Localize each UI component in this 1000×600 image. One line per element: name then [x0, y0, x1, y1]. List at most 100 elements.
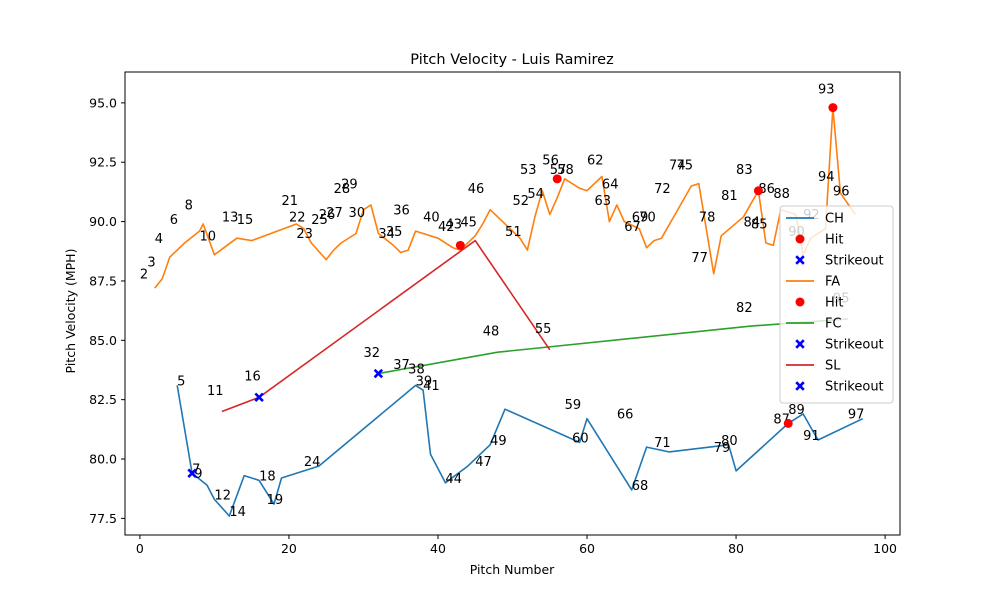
series-line-fa — [154, 106, 856, 289]
pitch-label-fa: 13 — [222, 211, 239, 226]
pitch-label-fa: 72 — [654, 182, 671, 197]
pitch-label-fc: 32 — [363, 346, 380, 361]
strikeout-marker-ch — [187, 468, 197, 478]
pitch-label-fa: 6 — [170, 213, 178, 228]
legend-entry-label: Strikeout — [825, 380, 884, 395]
pitch-label-fa: 67 — [624, 220, 641, 235]
pitch-label-fa: 35 — [386, 225, 403, 240]
legend-entry-label: SL — [825, 359, 841, 374]
y-tick-label: 77.5 — [89, 511, 117, 526]
legend-entry-label: CH — [825, 212, 844, 227]
pitch-label-fa: 69 — [632, 211, 649, 226]
pitch-label-ch: 18 — [259, 469, 276, 484]
pitch-label-ch: 14 — [229, 505, 246, 520]
pitch-label-fa: 78 — [699, 211, 716, 226]
legend-entry-label: Strikeout — [825, 254, 884, 269]
y-tick-label: 90.0 — [89, 214, 117, 229]
pitch-label-fa: 77 — [691, 251, 708, 266]
pitch-label-ch: 80 — [721, 434, 738, 449]
legend-box — [779, 205, 894, 404]
x-axis-label: Pitch Number — [470, 562, 555, 577]
pitch-label-fa: 83 — [736, 163, 753, 178]
hit-marker-fa — [753, 186, 763, 196]
x-tick-label: 0 — [136, 541, 144, 556]
pitch-label-fa: 63 — [594, 194, 611, 209]
legend-entry-label: Hit — [825, 233, 843, 248]
pitch-label-ch: 41 — [423, 379, 440, 394]
strikeout-marker-fc-stroke — [373, 368, 384, 379]
pitch-label-ch: 79 — [714, 441, 731, 456]
pitch-label-ch: 60 — [572, 431, 589, 446]
pitch-label-fa: 54 — [527, 187, 544, 202]
pitch-label-fa: 58 — [557, 163, 574, 178]
pitch-label-fa: 75 — [676, 158, 693, 173]
strikeout-marker-ch-stroke — [187, 468, 197, 478]
pitch-label-fa: 8 — [185, 199, 193, 214]
pitch-label-fa: 64 — [602, 177, 619, 192]
pitch-label-fa: 56 — [542, 154, 559, 169]
pitch-label-ch: 5 — [177, 374, 185, 389]
pitch-label-ch: 19 — [267, 493, 284, 508]
x-tick-label: 100 — [873, 541, 897, 556]
legend-swatch-strikeout — [795, 339, 805, 349]
legend-swatch-strikeout-stroke — [795, 255, 805, 265]
legend-swatch-hit — [795, 297, 805, 307]
pitch-label-ch: 9 — [194, 467, 202, 482]
pitch-label-ch: 91 — [803, 429, 820, 444]
pitch-label-fa: 53 — [520, 163, 537, 178]
axes-frame — [124, 71, 901, 536]
pitch-label-fc: 37 — [393, 358, 410, 373]
series-line-sl — [221, 239, 551, 413]
legend-entry-label: FC — [825, 317, 842, 332]
x-tick-label: 20 — [281, 541, 297, 556]
pitch-label-ch: 39 — [416, 374, 433, 389]
pitch-label-fa: 36 — [393, 203, 410, 218]
pitch-label-ch: 89 — [788, 403, 805, 418]
pitch-label-fa: 3 — [147, 256, 155, 271]
pitch-label-fa: 10 — [200, 230, 217, 245]
pitch-label-fc: 82 — [736, 301, 753, 316]
legend-swatch-strikeout-stroke — [795, 339, 805, 349]
pitch-label-fa: 27 — [326, 206, 343, 221]
pitch-label-fa: 81 — [721, 189, 738, 204]
y-tick-label: 87.5 — [89, 273, 117, 288]
chart-title: Pitch Velocity - Luis Ramirez — [410, 52, 613, 68]
pitch-label-sl: 16 — [244, 370, 261, 385]
x-tick-label: 60 — [579, 541, 595, 556]
pitch-label-ch: 12 — [214, 488, 231, 503]
pitch-label-fa: 70 — [639, 211, 656, 226]
strikeout-marker-sl-stroke — [254, 392, 264, 403]
pitch-label-ch: 68 — [632, 479, 649, 494]
pitch-label-fa: 46 — [468, 182, 485, 197]
pitch-label-fa: 85 — [751, 218, 768, 233]
legend-swatch-strikeout-stroke — [795, 381, 805, 391]
pitch-label-fa: 34 — [378, 227, 395, 242]
pitch-label-sl: 55 — [535, 322, 552, 337]
pitch-label-fa: 93 — [818, 82, 835, 97]
pitch-label-sl: 11 — [207, 384, 224, 399]
plot-area: 0 20 40 60 80 100 77.5 80.0 82.5 85.0 87.5 90.0 92.5… — [89, 71, 901, 556]
pitch-label-fa: 84 — [744, 215, 761, 230]
y-tick-label: 92.5 — [89, 155, 117, 170]
pitch-label-fa: 15 — [237, 213, 254, 228]
pitch-label-fa: 52 — [513, 194, 530, 209]
hit-marker-fa — [552, 174, 562, 184]
pitch-label-fa: 21 — [281, 194, 298, 209]
pitch-label-fc: 48 — [483, 325, 500, 340]
pitch-label-ch: 71 — [654, 436, 671, 451]
pitch-label-fa: 29 — [341, 177, 358, 192]
pitch-label-fa: 42 — [438, 220, 455, 235]
legend-entry-label: Hit — [825, 296, 843, 311]
pitch-label-fa: 74 — [669, 158, 686, 173]
pitch-label-fa: 30 — [349, 206, 366, 221]
pitch-label-ch: 49 — [490, 434, 507, 449]
pitch-label-fc: 38 — [408, 363, 425, 378]
hit-marker-fa — [455, 240, 465, 250]
pitch-label-fa: 26 — [319, 208, 336, 223]
pitch-label-fa: 2 — [140, 268, 148, 283]
pitch-label-fa: 23 — [296, 227, 313, 242]
pitch-label-fa: 86 — [758, 182, 775, 197]
pitch-label-ch: 24 — [304, 455, 321, 470]
y-tick-label: 85.0 — [89, 333, 117, 348]
